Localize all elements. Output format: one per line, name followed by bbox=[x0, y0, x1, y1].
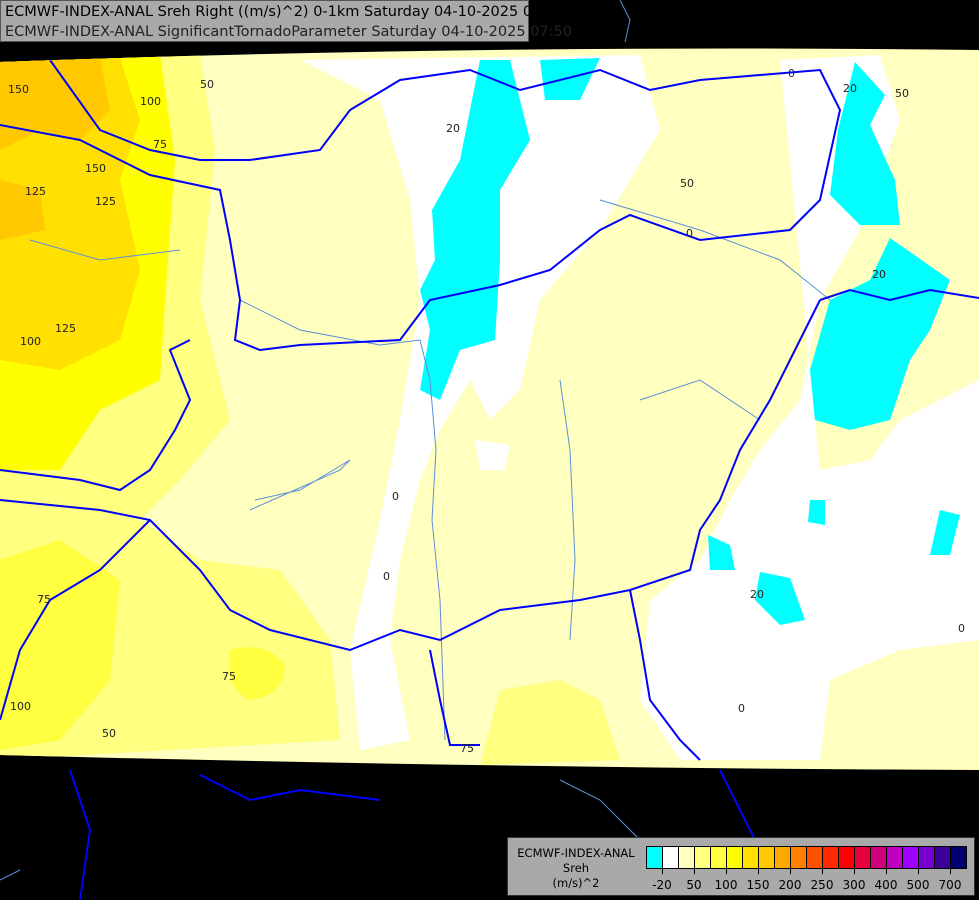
svg-text:125: 125 bbox=[25, 185, 46, 198]
svg-text:20: 20 bbox=[872, 268, 886, 281]
legend-swatch bbox=[855, 847, 871, 868]
field-150-plus bbox=[0, 58, 110, 150]
rivers-outside-domain bbox=[0, 0, 641, 881]
legend-unit: (m/s)^2 bbox=[552, 876, 600, 890]
legend-tick-label: 500 bbox=[906, 878, 930, 892]
legend-swatch bbox=[695, 847, 711, 868]
legend-tick-label: 400 bbox=[874, 878, 898, 892]
field-below-minus20 bbox=[420, 60, 530, 400]
legend-color-bar bbox=[646, 846, 967, 869]
legend-tick-label: 100 bbox=[714, 878, 738, 892]
contour-labels: 150 100 75 50 150 125 125 100 125 50 20 … bbox=[8, 67, 965, 755]
field-below-minus20 bbox=[930, 510, 960, 555]
legend-swatch bbox=[663, 847, 679, 868]
legend-tick-mark bbox=[662, 868, 663, 874]
legend-swatch bbox=[887, 847, 903, 868]
svg-text:0: 0 bbox=[958, 622, 965, 635]
legend-swatch bbox=[743, 847, 759, 868]
legend-tick-label: 250 bbox=[810, 878, 834, 892]
legend-tick-label: 300 bbox=[842, 878, 866, 892]
svg-text:0: 0 bbox=[738, 702, 745, 715]
field-below-minus20 bbox=[755, 572, 805, 625]
legend-tick-label: 50 bbox=[686, 878, 702, 892]
legend-swatch bbox=[871, 847, 887, 868]
legend-tick-label: 700 bbox=[938, 878, 962, 892]
legend-swatch bbox=[823, 847, 839, 868]
legend-swatch bbox=[807, 847, 823, 868]
svg-text:0: 0 bbox=[686, 227, 693, 240]
legend-swatch bbox=[935, 847, 951, 868]
svg-text:125: 125 bbox=[95, 195, 116, 208]
legend-swatch bbox=[711, 847, 727, 868]
field-100-125 bbox=[0, 540, 120, 750]
legend-swatch bbox=[951, 847, 966, 868]
svg-text:0: 0 bbox=[383, 570, 390, 583]
borders-outside-domain bbox=[69, 769, 761, 900]
legend-swatch bbox=[679, 847, 695, 868]
svg-text:75: 75 bbox=[153, 138, 167, 151]
field-below-minus20 bbox=[830, 62, 900, 225]
field-white-region bbox=[300, 55, 660, 750]
field-50-75-south bbox=[480, 680, 620, 765]
legend-ticks: -20 50 100 150 200 250 300 400 500 700 bbox=[646, 868, 966, 894]
legend-swatch bbox=[903, 847, 919, 868]
svg-text:50: 50 bbox=[895, 87, 909, 100]
svg-text:50: 50 bbox=[680, 177, 694, 190]
country-borders bbox=[0, 59, 979, 761]
color-legend: ECMWF-INDEX-ANAL Sreh (m/s)^2 -20 50 100 15… bbox=[507, 837, 975, 896]
field-below-minus20 bbox=[810, 238, 950, 430]
field-below-minus20 bbox=[540, 58, 600, 100]
legend-tick-mark bbox=[854, 868, 855, 874]
svg-text:150: 150 bbox=[85, 162, 106, 175]
svg-text:20: 20 bbox=[843, 82, 857, 95]
legend-tick-label: -20 bbox=[652, 878, 672, 892]
svg-text:0: 0 bbox=[788, 67, 795, 80]
legend-swatch bbox=[775, 847, 791, 868]
legend-tick-mark bbox=[694, 868, 695, 874]
legend-swatch bbox=[919, 847, 935, 868]
legend-tick-mark bbox=[886, 868, 887, 874]
legend-parameter: Sreh bbox=[562, 861, 590, 875]
legend-tick-label: 150 bbox=[746, 878, 770, 892]
svg-text:20: 20 bbox=[446, 122, 460, 135]
legend-model: ECMWF-INDEX-ANAL bbox=[517, 846, 635, 860]
field-below-minus20 bbox=[808, 500, 825, 525]
legend-swatch bbox=[759, 847, 775, 868]
title-line-2: ECMWF-INDEX-ANAL SignificantTornadoParam… bbox=[5, 24, 572, 40]
svg-text:100: 100 bbox=[140, 95, 161, 108]
svg-text:50: 50 bbox=[102, 727, 116, 740]
legend-tick-mark bbox=[950, 868, 951, 874]
map-title-box: ECMWF-INDEX-ANAL Sreh Right ((m/s)^2) 0-… bbox=[0, 0, 572, 42]
field-white-region bbox=[475, 440, 510, 470]
legend-tick-mark bbox=[758, 868, 759, 874]
field-white-region bbox=[640, 55, 979, 760]
legend-tick-mark bbox=[790, 868, 791, 874]
legend-label: ECMWF-INDEX-ANAL Sreh (m/s)^2 bbox=[508, 846, 644, 891]
svg-text:125: 125 bbox=[55, 322, 76, 335]
legend-tick-label: 200 bbox=[778, 878, 802, 892]
svg-text:50: 50 bbox=[200, 78, 214, 91]
legend-tick-mark bbox=[726, 868, 727, 874]
title-line-1: ECMWF-INDEX-ANAL Sreh Right ((m/s)^2) 0-… bbox=[5, 4, 565, 20]
field-150-plus bbox=[0, 180, 45, 240]
legend-swatch bbox=[791, 847, 807, 868]
legend-swatch bbox=[839, 847, 855, 868]
svg-text:20: 20 bbox=[750, 588, 764, 601]
legend-swatch bbox=[647, 847, 663, 868]
svg-text:75: 75 bbox=[37, 593, 51, 606]
field-125-150 bbox=[0, 58, 140, 370]
legend-swatch bbox=[727, 847, 743, 868]
svg-text:150: 150 bbox=[8, 83, 29, 96]
svg-text:100: 100 bbox=[10, 700, 31, 713]
legend-tick-mark bbox=[918, 868, 919, 874]
field-75-100 bbox=[229, 647, 285, 700]
svg-text:0: 0 bbox=[392, 490, 399, 503]
field-below-minus20 bbox=[708, 535, 735, 570]
legend-tick-mark bbox=[822, 868, 823, 874]
svg-text:75: 75 bbox=[460, 742, 474, 755]
svg-text:75: 75 bbox=[222, 670, 236, 683]
svg-text:100: 100 bbox=[20, 335, 41, 348]
